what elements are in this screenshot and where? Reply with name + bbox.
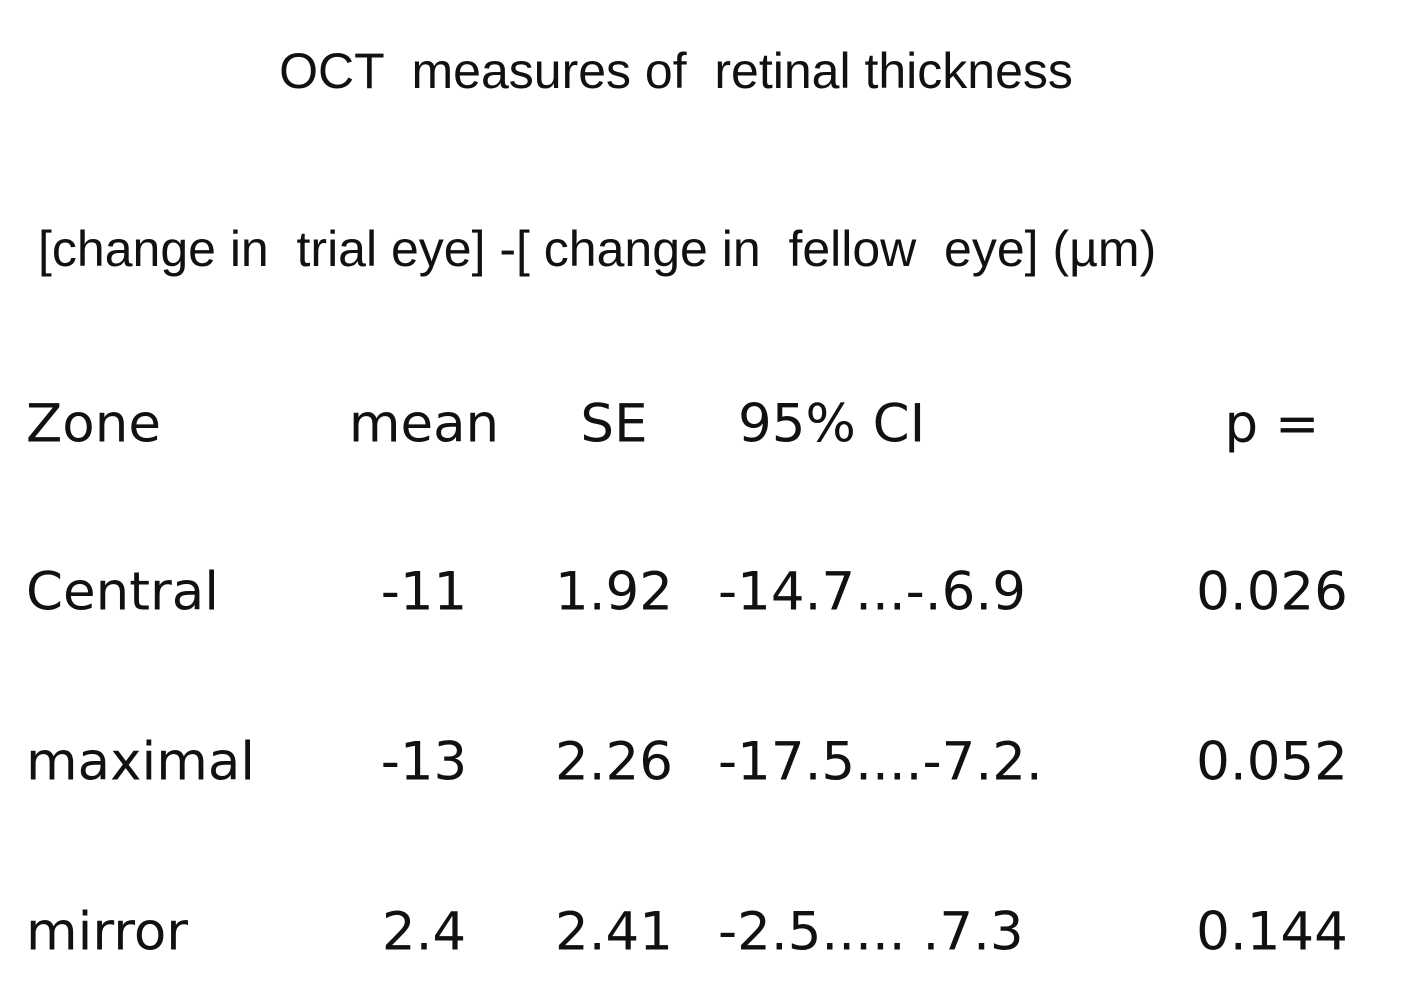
table-cell: mirror (26, 902, 188, 963)
table-cell: 1.92 (555, 562, 673, 623)
table-cell: 2.41 (555, 902, 673, 963)
table-cell: Central (26, 562, 219, 623)
table-cell: 0.144 (1196, 902, 1348, 963)
table-cell: 0.026 (1196, 562, 1348, 623)
table-cell: -11 (381, 562, 468, 623)
table-cell: 2.4 (382, 902, 466, 963)
subtitle: [change in trial eye] -[ change in fello… (38, 221, 1156, 277)
column-header: SE (580, 394, 647, 455)
table-cell: 0.052 (1196, 732, 1348, 793)
column-header: Zone (26, 394, 161, 455)
table-cell: -2.5..... .7.3 (718, 902, 1024, 963)
table-cell: -17.5....-7.2. (718, 732, 1043, 793)
title: OCT measures of retinal thickness (279, 43, 1073, 99)
table-cell: maximal (26, 732, 255, 793)
table-cell: 2.26 (555, 732, 673, 793)
column-header: mean (349, 394, 499, 455)
column-header: 95% CI (738, 394, 925, 455)
table-cell: -13 (381, 732, 468, 793)
column-header: p = (1225, 394, 1320, 455)
table-cell: -14.7...-.6.9 (718, 562, 1026, 623)
